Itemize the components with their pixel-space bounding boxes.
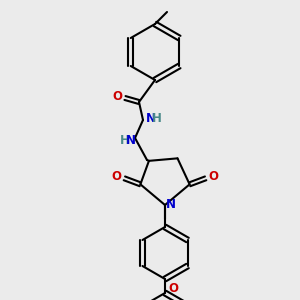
- Text: N: N: [126, 134, 136, 146]
- Text: H: H: [120, 134, 130, 146]
- Text: N: N: [146, 112, 156, 124]
- Text: O: O: [112, 91, 122, 103]
- Text: O: O: [168, 283, 178, 296]
- Text: O: O: [208, 170, 219, 183]
- Text: O: O: [111, 170, 122, 183]
- Text: N: N: [166, 199, 176, 212]
- Text: H: H: [152, 112, 162, 124]
